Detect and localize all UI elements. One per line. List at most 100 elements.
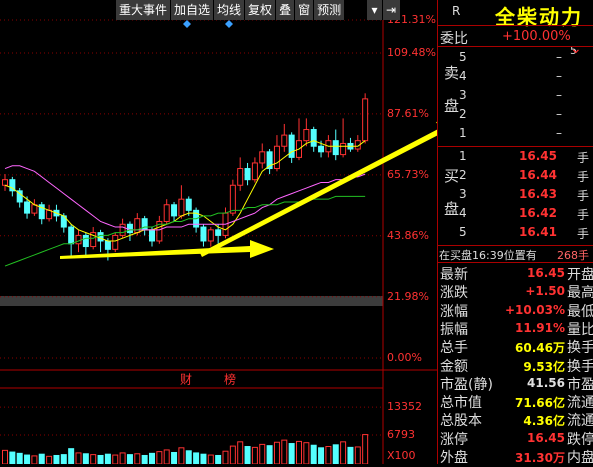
toolbar-button[interactable]: 窗 xyxy=(295,0,315,20)
stat-value: 16.45 xyxy=(527,266,565,280)
toolbar-dropdown[interactable]: ▾ xyxy=(367,0,383,20)
volume-bar xyxy=(163,449,170,464)
candle-body xyxy=(149,229,155,242)
volume-bar xyxy=(244,446,251,464)
label: 委比 xyxy=(440,31,468,47)
y-tick-label: 21.98% xyxy=(387,290,429,303)
volume-bar xyxy=(149,452,155,464)
candle-body xyxy=(90,232,97,248)
moving-average xyxy=(4,140,366,242)
volume-bar xyxy=(340,441,347,464)
volume-bar xyxy=(229,445,236,464)
volume-bar xyxy=(332,444,339,464)
level: 4 xyxy=(459,69,467,83)
stat-label: 振幅 xyxy=(440,321,468,338)
separator xyxy=(437,46,593,47)
stat-label: 总股本 xyxy=(440,413,482,430)
candle-body xyxy=(185,198,192,211)
dropdown-arrow[interactable]: ⌄ xyxy=(570,41,582,57)
stat-label: 最低 xyxy=(567,303,593,320)
stat-value: 4.36亿 xyxy=(523,414,565,429)
stat-label: 总手 xyxy=(440,340,468,357)
stat-label: 最新 xyxy=(440,267,468,283)
candle-body xyxy=(237,168,244,186)
price: 16.44 xyxy=(519,168,557,182)
volume-bar xyxy=(207,454,214,464)
y-tick-label: 109.48% xyxy=(387,46,436,59)
volume-bar xyxy=(259,443,266,464)
chart: 121.31%109.48%87.61%65.73%43.86%21.98%0.… xyxy=(0,0,437,464)
candle-body xyxy=(332,140,339,156)
candle-body xyxy=(251,162,258,181)
candle-body xyxy=(24,201,31,214)
unit: 手 xyxy=(577,189,590,203)
toolbar-button[interactable]: 叠 xyxy=(276,0,296,20)
toolbar-button[interactable]: 预测 xyxy=(314,0,346,20)
stat-label: 跌停 xyxy=(567,431,593,448)
volume-bar xyxy=(156,451,163,464)
stat-label: 市盈(静) xyxy=(440,376,493,393)
volume-bar xyxy=(171,451,178,464)
volume-bar xyxy=(193,452,200,464)
level: 5 xyxy=(459,225,467,239)
candle-body xyxy=(266,151,273,170)
toolbar-button[interactable]: 重大事件 xyxy=(116,0,172,20)
candle-body xyxy=(318,145,325,153)
candle-body xyxy=(171,204,178,217)
volume-bar xyxy=(251,446,258,464)
stat-label: 外盘 xyxy=(440,450,468,466)
price: 16.45 xyxy=(519,149,557,163)
candle-body xyxy=(112,234,119,250)
volume-bar xyxy=(178,447,185,464)
toolbar-button[interactable]: 复权 xyxy=(245,0,277,20)
candle-body xyxy=(104,240,111,250)
annotation-arrow xyxy=(60,121,437,259)
candle-body xyxy=(229,184,236,214)
unit: 手 xyxy=(577,208,590,222)
candle-body xyxy=(200,226,207,242)
event-marker-label: 榜 xyxy=(224,372,236,387)
volume-bar xyxy=(288,443,295,464)
toolbar-button[interactable]: 均线 xyxy=(214,0,246,20)
candle-body xyxy=(310,129,317,147)
level: 2 xyxy=(459,168,467,182)
unit: 手 xyxy=(577,227,590,241)
event-marker xyxy=(183,20,233,28)
candle-body xyxy=(303,129,310,142)
volume-bar xyxy=(141,454,148,464)
stat-label: 最高 xyxy=(567,285,593,302)
price: – xyxy=(556,126,562,140)
level: 3 xyxy=(459,88,467,102)
queue-size: 268手 xyxy=(557,249,589,262)
candle-body xyxy=(259,151,266,164)
candle-body xyxy=(9,179,16,192)
price: 16.42 xyxy=(519,206,557,220)
volume-bar xyxy=(16,452,23,464)
volume-bar xyxy=(46,455,53,464)
volume-bar xyxy=(303,442,310,464)
volume-bar xyxy=(362,434,369,464)
separator xyxy=(437,146,593,147)
candle-body xyxy=(134,218,141,234)
volume-bar xyxy=(354,446,361,464)
volume-bar xyxy=(281,439,288,464)
candle-body xyxy=(126,223,133,234)
moving-average xyxy=(4,195,366,267)
stat-value: +1.50 xyxy=(525,284,565,299)
depth-selector[interactable]: 5 xyxy=(570,44,577,57)
separator xyxy=(437,262,593,263)
separator xyxy=(437,0,438,464)
quote-panel: R 全柴动力 委比 +100.00% 5 ⌄ 卖盘 5–4–3–2–1– 买盘 1 16.45 手 2 1… xyxy=(437,0,593,466)
y-tick-label: 13352 xyxy=(387,400,422,413)
candle-body xyxy=(75,234,82,245)
stat-value: 60.46万 xyxy=(515,341,565,356)
event-marker-label: 财 xyxy=(180,373,192,387)
stat-value: 11.91% xyxy=(515,320,565,335)
candle-body xyxy=(46,209,53,220)
candle-body xyxy=(340,142,347,156)
separator xyxy=(437,245,593,246)
stat-value: 9.53亿 xyxy=(523,359,565,374)
toolbar-icon[interactable]: ⇥ xyxy=(383,0,401,20)
toolbar-button[interactable]: 加自选 xyxy=(171,0,215,20)
queue-note: 在买盘16:39位置有 xyxy=(439,249,537,262)
